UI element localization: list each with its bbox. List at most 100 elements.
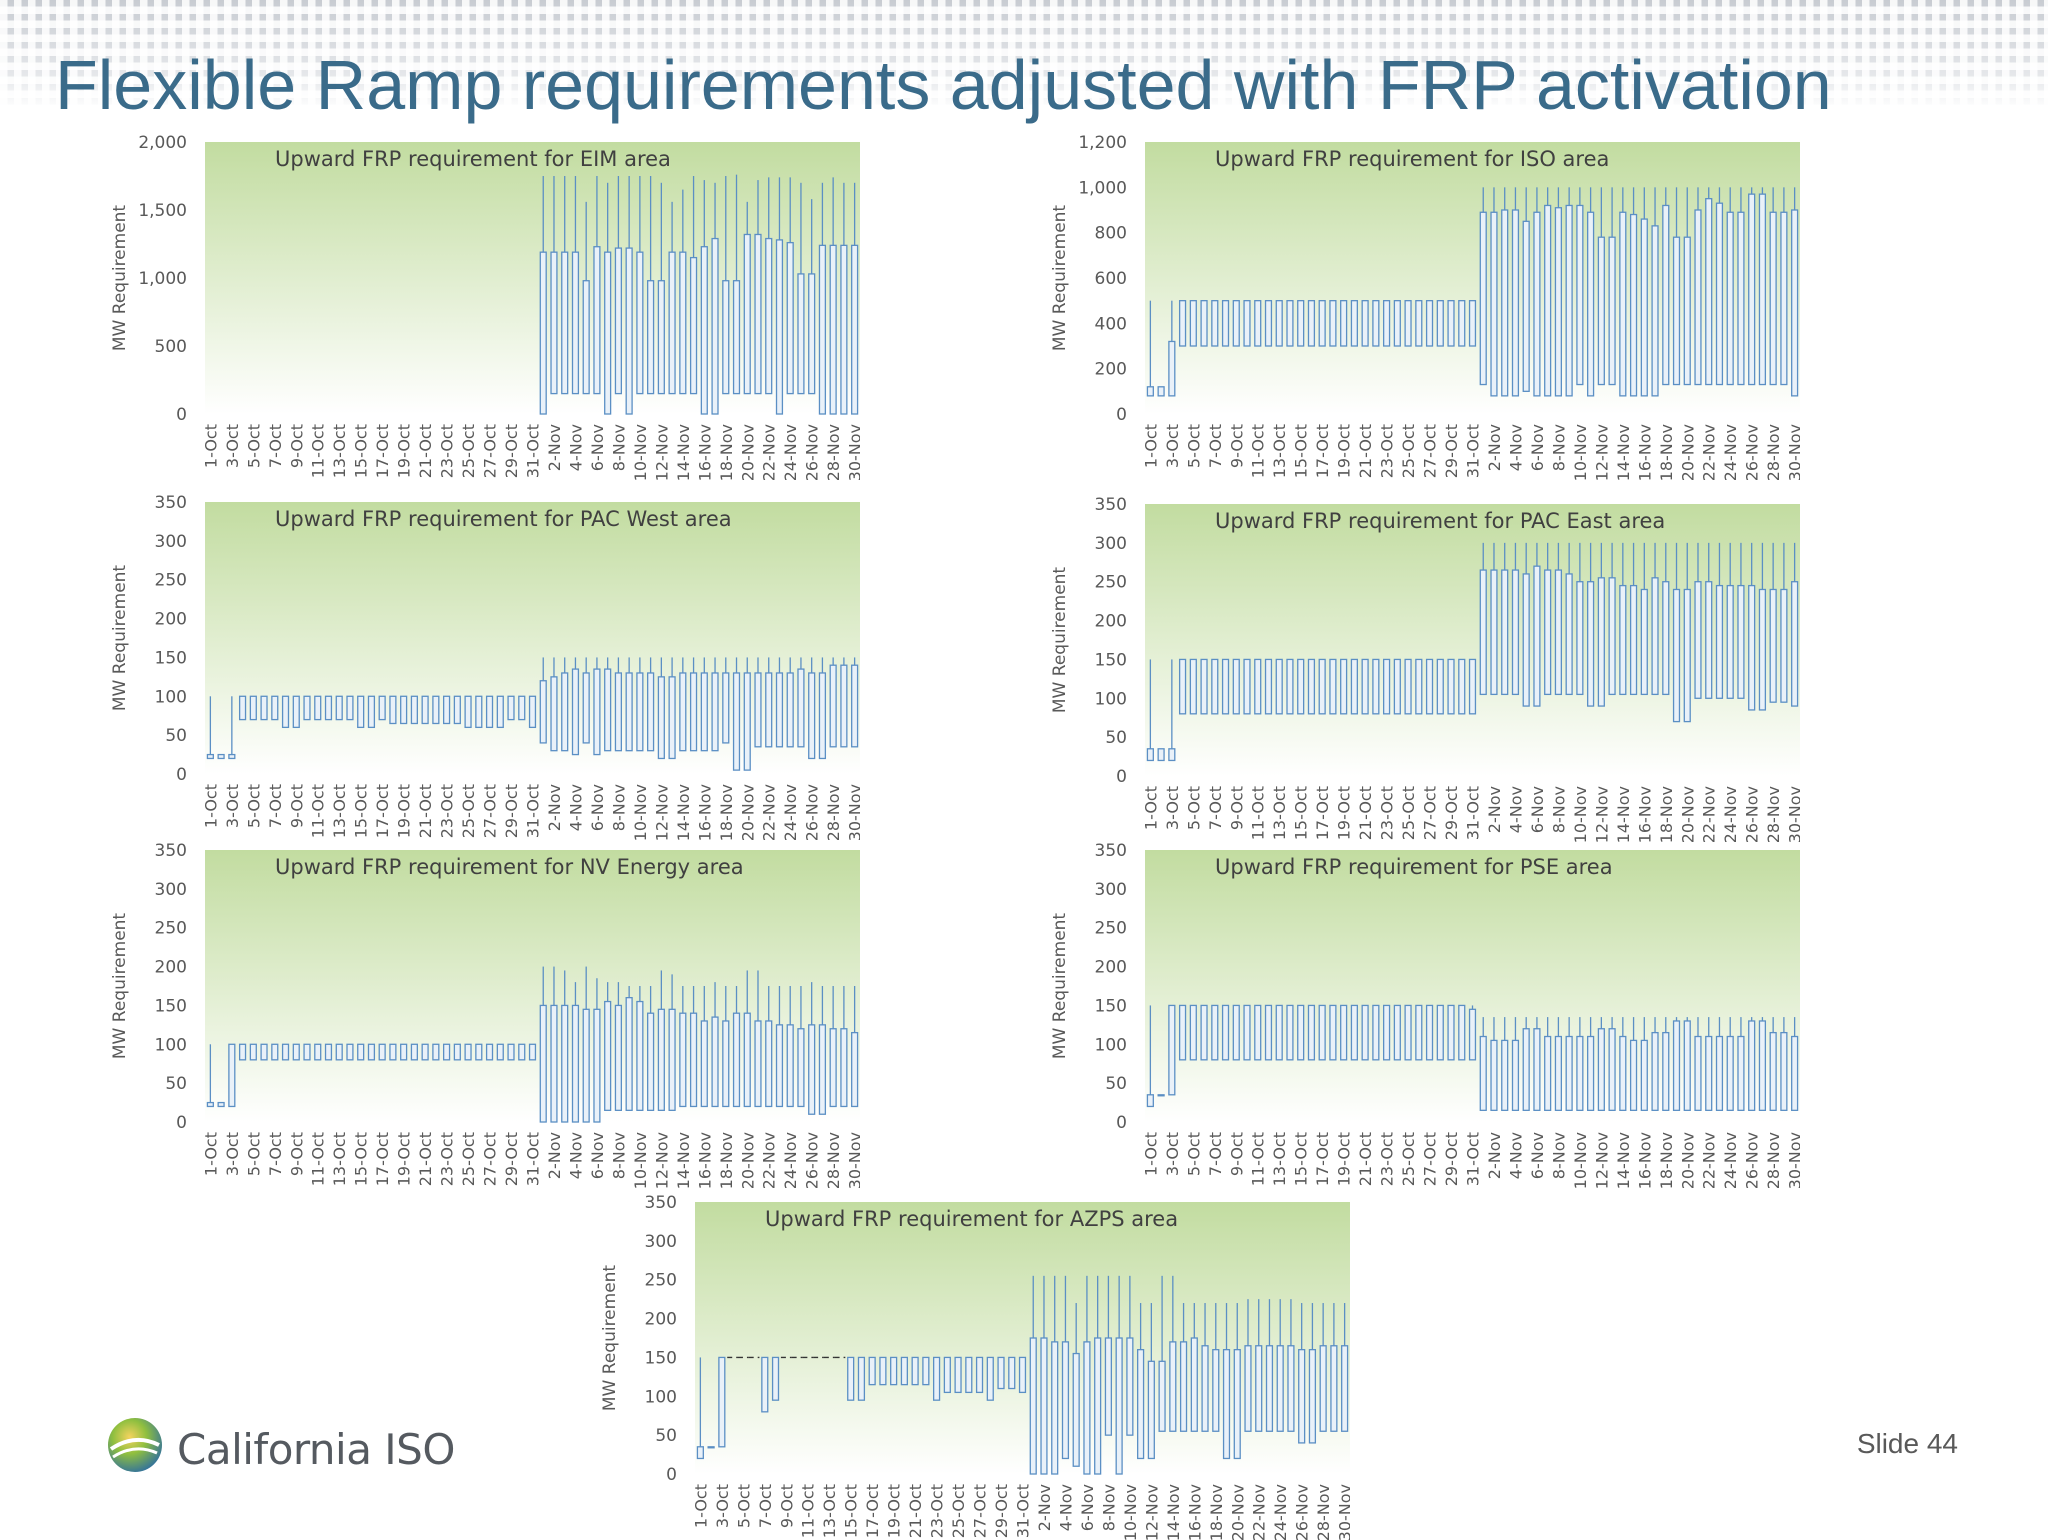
bar-box	[754, 1020, 762, 1108]
y-tick-label: 350	[155, 841, 187, 861]
bar-box	[1619, 584, 1627, 696]
x-tick-label: 9-Oct	[1227, 1132, 1246, 1176]
x-tick-label: 16-Nov	[1635, 1132, 1654, 1188]
bar-box	[281, 1043, 290, 1061]
bar-box	[1350, 658, 1358, 715]
y-tick-label: 300	[1095, 880, 1127, 900]
bar-box	[1587, 211, 1595, 397]
x-tick-label: 11-Oct	[799, 1484, 818, 1538]
bar-box	[1608, 577, 1616, 696]
bar-box	[975, 1356, 984, 1394]
plot-area	[205, 142, 860, 414]
x-tick-label: 1-Oct	[1141, 424, 1160, 468]
bar-box	[1458, 1004, 1466, 1061]
bar-box	[421, 695, 429, 725]
bar-box	[1329, 1004, 1337, 1061]
plot-area	[205, 850, 860, 1122]
bar-box	[625, 247, 633, 415]
bar-box	[1737, 584, 1745, 699]
bar-box	[1072, 1352, 1080, 1467]
x-tick-label: 29-Oct	[502, 784, 521, 838]
plot-area	[1145, 504, 1800, 776]
x-tick-label: 16-Nov	[695, 1132, 714, 1188]
bar-box	[1608, 236, 1616, 386]
bar-box	[1255, 1345, 1263, 1432]
bar-box	[1221, 300, 1230, 347]
bar-box	[1244, 1345, 1252, 1432]
x-tick-label: 8-Nov	[609, 1132, 628, 1179]
bar-box	[743, 233, 751, 395]
x-tick-label: 25-Oct	[949, 1484, 968, 1538]
x-tick-label: 29-Oct	[992, 1484, 1011, 1538]
bar-box	[1168, 340, 1176, 397]
bar-box	[1404, 1004, 1412, 1061]
bar-box	[1330, 1345, 1338, 1432]
y-tick-label: 50	[165, 1074, 187, 1094]
bar-box	[722, 1020, 730, 1108]
bar-box	[303, 695, 311, 721]
chart-pac-east-area: 0 50 100 150 200 250 300 350 MW Requirement Upwar…	[1040, 490, 1800, 842]
bar-box	[539, 1004, 547, 1123]
x-tick-label: 20-Nov	[1228, 1484, 1247, 1540]
y-tick-label: 1,000	[138, 269, 187, 289]
bar-box	[1769, 211, 1777, 386]
bar-box	[593, 246, 601, 395]
bar-box	[1554, 1035, 1563, 1111]
bar-box	[1361, 300, 1369, 347]
bar-box	[1200, 300, 1208, 347]
bar-box	[1758, 193, 1767, 386]
x-tick-label: 27-Oct	[481, 424, 500, 478]
plot-area	[205, 502, 860, 774]
x-tick-label: 10-Nov	[1121, 1484, 1140, 1540]
bar-box	[1061, 1341, 1070, 1460]
chart-eim-area: 0 500 1,000 1,500 2,000 MW Requirement Upward …	[100, 128, 860, 480]
y-tick-label: 300	[155, 880, 187, 900]
bar-box	[1275, 300, 1283, 347]
bar-box	[1211, 658, 1219, 715]
bar-box	[593, 668, 601, 756]
bar-box	[1169, 1341, 1177, 1432]
x-tick-label: 4-Nov	[1506, 786, 1525, 833]
y-tick-label: 0	[1116, 1113, 1127, 1133]
california-iso-logo: California ISO	[105, 1415, 465, 1477]
bar-box	[1672, 588, 1681, 723]
x-tick-label: 26-Nov	[803, 424, 822, 480]
y-tick-label: 250	[155, 571, 187, 591]
bar-box	[1576, 581, 1584, 696]
bar-box	[1576, 204, 1584, 386]
bar-box	[507, 695, 515, 721]
bar-box	[851, 1031, 859, 1108]
bar-box	[818, 1024, 827, 1115]
x-tick-label: 3-Oct	[223, 1132, 242, 1176]
y-tick-label: 2,000	[138, 133, 187, 153]
x-tick-label: 17-Oct	[863, 1484, 882, 1538]
bar-box	[700, 1020, 708, 1108]
bar-box	[1640, 218, 1648, 397]
x-tick-label: 6-Nov	[1528, 786, 1547, 833]
bar-box	[636, 251, 644, 395]
bar-box	[528, 1043, 537, 1061]
x-tick-label: 24-Nov	[781, 1132, 800, 1188]
bar-box	[539, 680, 547, 744]
bar-box	[851, 244, 859, 415]
bar-box	[1522, 1028, 1530, 1111]
x-tick-label: 15-Oct	[352, 784, 371, 838]
bar-box	[1447, 658, 1455, 715]
bar-box	[890, 1356, 898, 1386]
bar-box	[1137, 1349, 1145, 1460]
bar-box	[1329, 658, 1337, 715]
bar-box	[900, 1356, 908, 1386]
bar-box	[1522, 220, 1530, 392]
bar-box	[1683, 1020, 1691, 1111]
x-tick-label: 10-Nov	[1571, 424, 1590, 480]
bar-box	[808, 672, 816, 760]
bar-box	[357, 695, 365, 729]
bar-box	[1726, 584, 1734, 699]
bar-box	[1565, 204, 1573, 397]
x-tick-label: 11-Oct	[1249, 786, 1268, 840]
x-tick-label: 6-Nov	[588, 784, 607, 831]
bar-box	[775, 672, 784, 748]
y-tick-label: 350	[155, 493, 187, 513]
x-tick-label: 9-Oct	[1227, 424, 1246, 468]
bar-box	[1705, 1035, 1713, 1111]
